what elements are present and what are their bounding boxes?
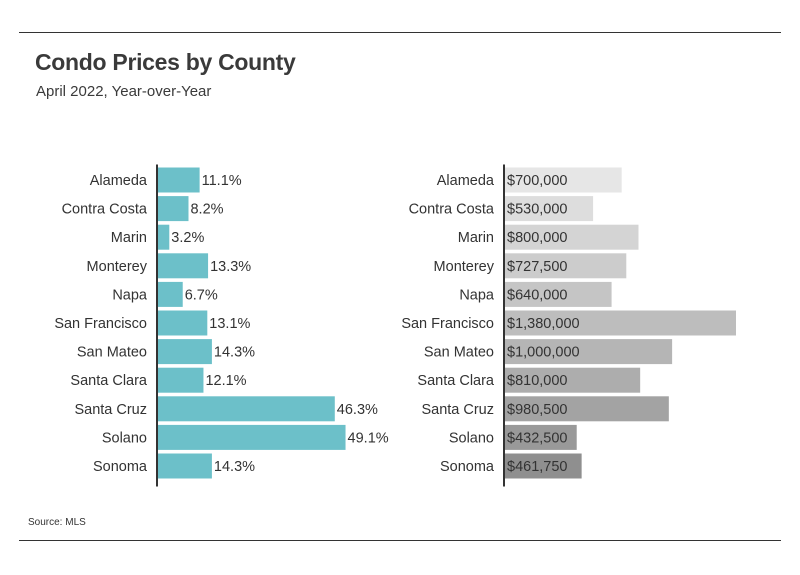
chart-subtitle: April 2022, Year-over-Year bbox=[36, 83, 212, 100]
bar-pct bbox=[157, 424, 346, 450]
data-label: $530,000 bbox=[507, 202, 567, 218]
category-label: San Francisco bbox=[54, 316, 147, 332]
category-label: Sonoma bbox=[93, 459, 148, 475]
category-label: Alameda bbox=[90, 173, 148, 189]
bar-pct bbox=[157, 396, 335, 422]
bar-price bbox=[504, 281, 612, 307]
data-label: 8.2% bbox=[190, 202, 223, 218]
category-label: Contra Costa bbox=[409, 202, 495, 218]
category-label: Alameda bbox=[437, 173, 495, 189]
data-label: 14.3% bbox=[214, 345, 255, 361]
category-label: San Mateo bbox=[77, 345, 147, 361]
bar-pct bbox=[157, 253, 209, 279]
category-label: Santa Cruz bbox=[74, 402, 147, 418]
category-label: Monterey bbox=[87, 259, 148, 275]
bar-pct bbox=[157, 167, 200, 193]
category-label: Solano bbox=[449, 430, 494, 446]
data-label: 14.3% bbox=[214, 459, 255, 475]
chart-title: Condo Prices by County bbox=[35, 49, 296, 75]
category-label: Napa bbox=[459, 287, 495, 303]
category-label: San Mateo bbox=[424, 345, 494, 361]
data-label: $800,000 bbox=[507, 230, 567, 246]
data-label: 49.1% bbox=[348, 430, 389, 446]
top-rule bbox=[19, 32, 781, 33]
chart-panel-pct: Alameda 11.1% Contra Costa 8.2% Marin 3.2% Mon… bbox=[54, 164, 389, 487]
data-label: 13.1% bbox=[209, 316, 250, 332]
bar-price bbox=[504, 396, 669, 422]
bar-price bbox=[504, 367, 641, 393]
bar-pct bbox=[157, 281, 183, 307]
bar-price bbox=[504, 253, 627, 279]
data-label: 6.7% bbox=[185, 287, 218, 303]
data-label: $1,380,000 bbox=[507, 316, 580, 332]
source-note: Source: MLS bbox=[28, 517, 86, 528]
data-label: 46.3% bbox=[337, 402, 378, 418]
data-label: 12.1% bbox=[205, 373, 246, 389]
bar-price bbox=[504, 310, 736, 336]
category-label: Contra Costa bbox=[62, 202, 148, 218]
category-label: Sonoma bbox=[440, 459, 495, 475]
category-label: Napa bbox=[112, 287, 148, 303]
bar-price bbox=[504, 339, 673, 365]
bar-pct bbox=[157, 310, 208, 336]
data-label: $727,500 bbox=[507, 259, 567, 275]
bar-price bbox=[504, 453, 582, 479]
data-label: $700,000 bbox=[507, 173, 567, 189]
bar-pct bbox=[157, 224, 170, 250]
bottom-rule bbox=[19, 540, 781, 541]
data-label: $640,000 bbox=[507, 287, 567, 303]
bar-price bbox=[504, 224, 639, 250]
category-label: Santa Clara bbox=[417, 373, 495, 389]
category-label: Marin bbox=[458, 230, 494, 246]
data-label: $810,000 bbox=[507, 373, 567, 389]
category-label: Monterey bbox=[434, 259, 495, 275]
bar-pct bbox=[157, 367, 204, 393]
bar-pct bbox=[157, 196, 189, 222]
data-label: $980,500 bbox=[507, 402, 567, 418]
data-label: $461,750 bbox=[507, 459, 567, 475]
bar-pct bbox=[157, 339, 212, 365]
bar-pct bbox=[157, 453, 212, 479]
category-label: Santa Clara bbox=[70, 373, 148, 389]
data-label: $432,500 bbox=[507, 430, 567, 446]
bar-price bbox=[504, 196, 594, 222]
category-label: Marin bbox=[111, 230, 147, 246]
data-label: 3.2% bbox=[171, 230, 204, 246]
category-label: Santa Cruz bbox=[421, 402, 494, 418]
data-label: 13.3% bbox=[210, 259, 251, 275]
data-label: 11.1% bbox=[202, 173, 242, 189]
category-label: Solano bbox=[102, 430, 147, 446]
chart-panel-price: Alameda $700,000 Contra Costa $530,000 Marin… bbox=[401, 164, 736, 487]
bar-price bbox=[504, 424, 577, 450]
category-label: San Francisco bbox=[401, 316, 494, 332]
data-label: $1,000,000 bbox=[507, 345, 580, 361]
bar-price bbox=[504, 167, 622, 193]
